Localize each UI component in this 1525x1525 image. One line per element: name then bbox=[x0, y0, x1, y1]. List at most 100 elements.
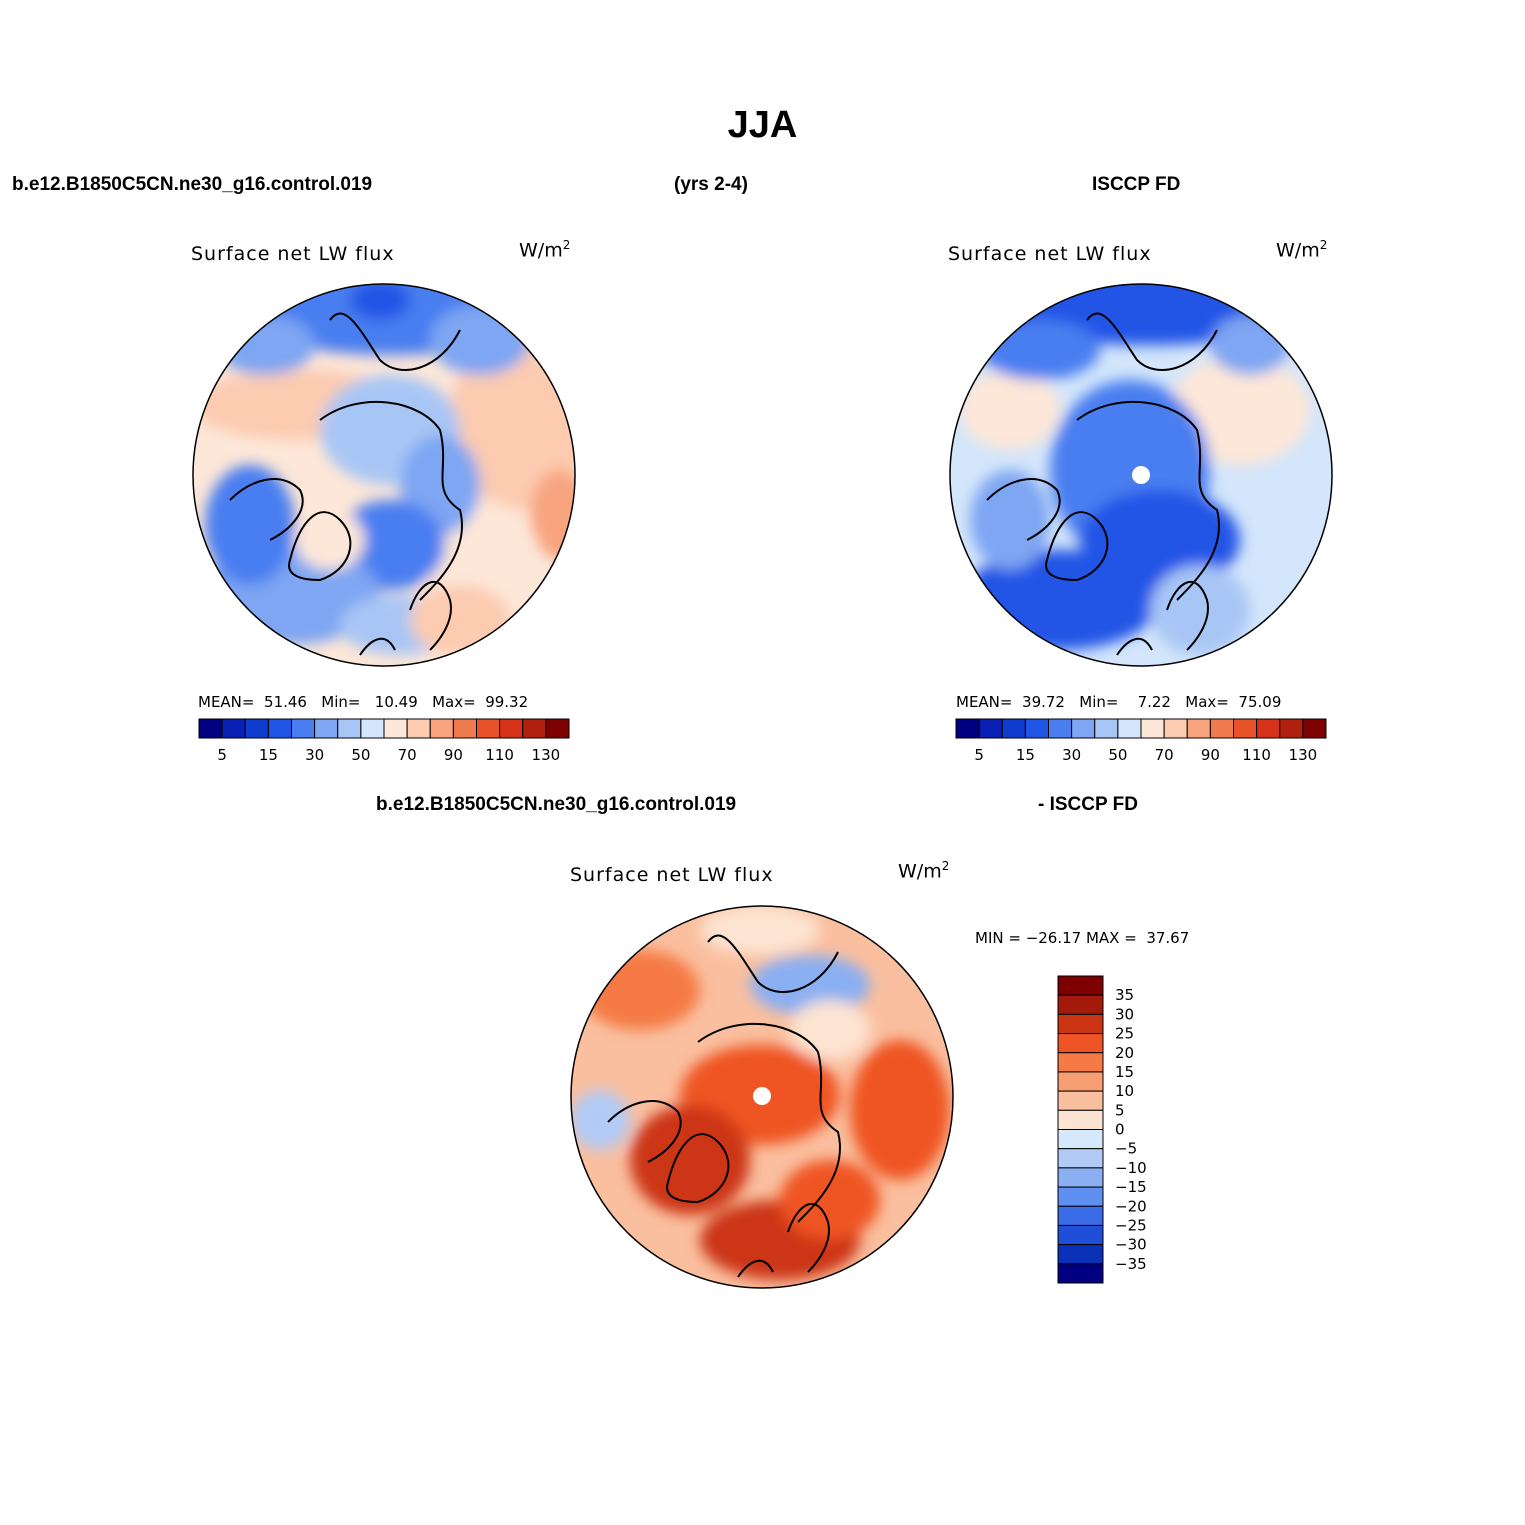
obs-stats: MEAN= 39.72 Min= 7.22 Max= 75.09 bbox=[956, 693, 1282, 711]
diff-colorbar-tick-label: −20 bbox=[1115, 1197, 1147, 1215]
diff-colorbar-swatch bbox=[1057, 1186, 1104, 1207]
diff-colorbar-tick-label: 15 bbox=[1115, 1063, 1134, 1081]
model-colorbar-swatch bbox=[198, 718, 223, 739]
diff-colorbar-tick-label: 35 bbox=[1115, 986, 1134, 1004]
model-map-border bbox=[192, 283, 576, 667]
obs-colorbar-swatch bbox=[1117, 718, 1142, 739]
model-colorbar-swatch bbox=[429, 718, 454, 739]
diff-colorbar-swatch bbox=[1057, 1090, 1104, 1111]
obs-colorbar-tick-label: 30 bbox=[1062, 746, 1081, 764]
model-colorbar-swatch bbox=[337, 718, 362, 739]
model-colorbar-swatch bbox=[499, 718, 524, 739]
obs-colorbar-swatch bbox=[1302, 718, 1327, 739]
obs-colorbar: 5 15 30 50 70 90 110 130 bbox=[955, 718, 1327, 764]
diff-colorbar-swatch bbox=[1057, 1205, 1104, 1226]
diff-colorbar-swatch bbox=[1057, 1071, 1104, 1092]
obs-colorbar-tick-label: 130 bbox=[1289, 746, 1318, 764]
model-colorbar-swatch bbox=[314, 718, 339, 739]
diff-colorbar-tick-label: 10 bbox=[1115, 1082, 1134, 1100]
years-header: (yrs 2-4) bbox=[674, 174, 748, 195]
diff-panel-unit: W/m2 bbox=[898, 859, 950, 883]
case-name-header: b.e12.B1850C5CN.ne30_g16.control.019 bbox=[12, 174, 373, 195]
obs-colorbar-swatch bbox=[1163, 718, 1188, 739]
obs-panel-label: Surface net LW flux bbox=[948, 243, 1152, 265]
diff-colorbar-swatch bbox=[1057, 1263, 1104, 1284]
obs-colorbar-swatch bbox=[978, 718, 1003, 739]
model-colorbar-swatch bbox=[406, 718, 431, 739]
diff-colorbar-tick-label: −5 bbox=[1115, 1140, 1137, 1158]
diff-colorbar-swatch bbox=[1057, 1148, 1104, 1169]
model-colorbar-swatch bbox=[522, 718, 547, 739]
model-colorbar-swatch bbox=[545, 718, 570, 739]
obs-colorbar-swatch bbox=[1048, 718, 1073, 739]
diff-colorbar-tick-label: −30 bbox=[1115, 1236, 1147, 1254]
model-colorbar-swatch bbox=[291, 718, 316, 739]
obs-colorbar-swatch bbox=[1256, 718, 1281, 739]
model-colorbar-swatch bbox=[221, 718, 246, 739]
model-colorbar: 5 15 30 50 70 90 110 130 bbox=[198, 718, 570, 764]
obs-colorbar-tick-label: 5 bbox=[974, 746, 984, 764]
obs-colorbar-tick-label: 50 bbox=[1108, 746, 1127, 764]
diff-colorbar-swatch bbox=[1057, 1224, 1104, 1246]
model-colorbar-tick-label: 70 bbox=[398, 746, 417, 764]
model-colorbar-swatch bbox=[452, 718, 477, 739]
model-stats: MEAN= 51.46 Min= 10.49 Max= 99.32 bbox=[198, 693, 529, 711]
obs-colorbar-swatch bbox=[1209, 718, 1234, 739]
model-panel-unit: W/m2 bbox=[519, 238, 571, 262]
obs-colorbar-swatch bbox=[955, 718, 980, 739]
diff-pole-hole bbox=[753, 1087, 771, 1105]
diff-case-header: b.e12.B1850C5CN.ne30_g16.control.019 bbox=[376, 794, 737, 815]
model-colorbar-swatch bbox=[267, 718, 292, 739]
model-panel-label: Surface net LW flux bbox=[191, 243, 395, 265]
model-colorbar-tick-label: 90 bbox=[444, 746, 463, 764]
diff-colorbar-swatch bbox=[1057, 1033, 1104, 1054]
obs-colorbar-swatch bbox=[1024, 718, 1049, 739]
obs-panel-unit: W/m2 bbox=[1276, 238, 1328, 262]
obs-colorbar-tick-label: 90 bbox=[1201, 746, 1220, 764]
model-colorbar-tick-label: 15 bbox=[259, 746, 278, 764]
diff-colorbar-tick-label: 0 bbox=[1115, 1121, 1125, 1139]
diff-colorbar-tick-label: 5 bbox=[1115, 1101, 1125, 1119]
diff-colorbar-swatch bbox=[1057, 1013, 1104, 1035]
model-colorbar-tick-label: 50 bbox=[351, 746, 370, 764]
obs-colorbar-swatch bbox=[1001, 718, 1026, 739]
obs-colorbar-tick-label: 110 bbox=[1242, 746, 1271, 764]
model-colorbar-swatch bbox=[476, 718, 501, 739]
obs-colorbar-swatch bbox=[1279, 718, 1304, 739]
diff-panel-label: Surface net LW flux bbox=[570, 864, 774, 886]
diff-colorbar-tick-label: 25 bbox=[1115, 1025, 1134, 1043]
diff-colorbar-tick-label: −15 bbox=[1115, 1178, 1147, 1196]
diff-colorbar-tick-label: 30 bbox=[1115, 1005, 1134, 1023]
obs-colorbar-tick-label: 70 bbox=[1155, 746, 1174, 764]
model-colorbar-tick-label: 30 bbox=[305, 746, 324, 764]
obs-colorbar-swatch bbox=[1094, 718, 1119, 739]
obs-colorbar-swatch bbox=[1233, 718, 1258, 739]
model-colorbar-tick-label: 5 bbox=[217, 746, 227, 764]
obs-colorbar-swatch bbox=[1140, 718, 1165, 739]
diff-colorbar-swatch bbox=[1057, 1244, 1104, 1265]
diff-obs-header: - ISCCP FD bbox=[1038, 794, 1138, 815]
diff-colorbar-tick-label: −35 bbox=[1115, 1255, 1147, 1273]
diff-colorbar-tick-label: −10 bbox=[1115, 1159, 1147, 1177]
model-colorbar-tick-label: 130 bbox=[532, 746, 561, 764]
obs-colorbar-swatch bbox=[1071, 718, 1096, 739]
obs-header: ISCCP FD bbox=[1092, 174, 1181, 195]
diff-colorbar-swatch bbox=[1057, 1167, 1104, 1188]
model-map bbox=[193, 284, 575, 666]
model-colorbar-swatch bbox=[360, 718, 385, 739]
diff-colorbar-swatch bbox=[1057, 1052, 1104, 1073]
diff-colorbar-swatch bbox=[1057, 975, 1104, 996]
obs-pole-hole bbox=[1132, 466, 1150, 484]
diff-map-border bbox=[570, 905, 954, 1289]
model-colorbar-tick-label: 110 bbox=[485, 746, 514, 764]
diff-colorbar-tick-label: 20 bbox=[1115, 1044, 1134, 1062]
diff-map bbox=[571, 906, 953, 1288]
diff-colorbar-swatch bbox=[1057, 1109, 1104, 1130]
model-colorbar-swatch bbox=[383, 718, 408, 739]
diff-colorbar-swatch bbox=[1057, 1129, 1104, 1150]
model-colorbar-swatch bbox=[244, 718, 269, 739]
diff-colorbar-swatch bbox=[1057, 994, 1104, 1015]
figure-title: JJA bbox=[727, 104, 798, 146]
